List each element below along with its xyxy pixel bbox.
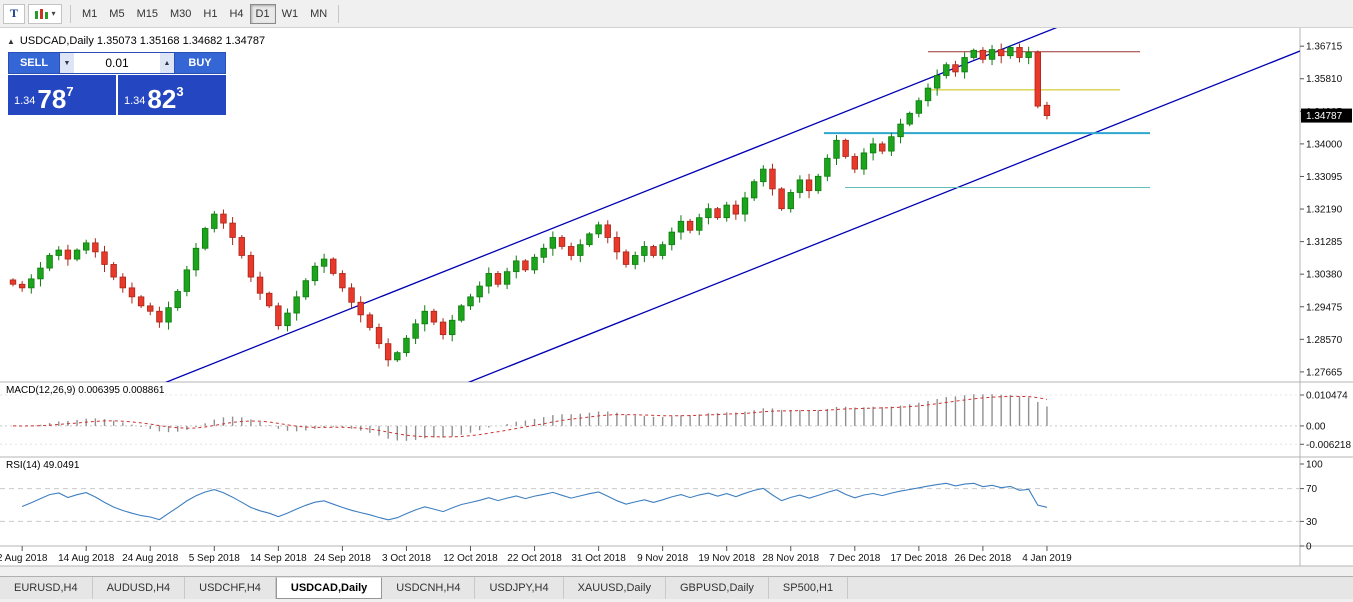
svg-text:1.36715: 1.36715 [1306,42,1343,53]
mini-bars-icon [35,9,49,19]
tab-sp500-h1[interactable]: SP500,H1 [769,577,849,599]
svg-text:28 Nov 2018: 28 Nov 2018 [762,553,819,564]
tab-usdjpy-h4[interactable]: USDJPY,H4 [475,577,564,599]
macd-label: MACD(12,26,9) 0.006395 0.008861 [6,385,165,396]
timeframe-d1[interactable]: D1 [249,3,276,24]
svg-text:0.010474: 0.010474 [1306,390,1348,401]
svg-text:70: 70 [1306,484,1318,495]
svg-text:1.28570: 1.28570 [1306,335,1343,346]
macd-layer [12,394,1048,441]
svg-text:1.34000: 1.34000 [1306,139,1343,150]
tab-audusd-h4[interactable]: AUDUSD,H4 [93,577,186,599]
svg-text:1.27665: 1.27665 [1306,367,1343,378]
svg-text:17 Dec 2018: 17 Dec 2018 [890,553,947,564]
tab-usdchf-h4[interactable]: USDCHF,H4 [185,577,276,599]
timeframe-w1[interactable]: W1 [281,7,299,20]
svg-text:1.32190: 1.32190 [1306,205,1343,216]
svg-text:30: 30 [1306,517,1318,528]
svg-text:100: 100 [1306,460,1323,471]
svg-text:9 Nov 2018: 9 Nov 2018 [637,553,689,564]
sell-price-display[interactable]: 1.34 78 7 [8,75,116,115]
svg-text:5 Sep 2018: 5 Sep 2018 [189,553,241,564]
svg-text:24 Sep 2018: 24 Sep 2018 [314,553,371,564]
svg-text:3 Oct 2018: 3 Oct 2018 [382,553,431,564]
buy-button[interactable]: BUY [174,52,226,74]
sell-price-point: 7 [66,84,74,99]
sell-button[interactable]: SELL [8,52,60,74]
svg-text:0.00: 0.00 [1306,421,1326,432]
current-price-box [1301,108,1352,123]
chart-background [0,28,1353,566]
svg-text:1.29475: 1.29475 [1306,302,1343,313]
svg-text:19 Nov 2018: 19 Nov 2018 [698,553,755,564]
svg-text:1.33095: 1.33095 [1306,172,1343,183]
svg-text:1.30380: 1.30380 [1306,270,1343,281]
svg-text:4 Jan 2019: 4 Jan 2019 [1022,553,1072,564]
svg-text:1.35810: 1.35810 [1306,74,1343,85]
one-click-toggle-icon[interactable]: ▲ [7,36,15,46]
timeframe-m1[interactable]: M1 [82,7,98,20]
svg-text:26 Dec 2018: 26 Dec 2018 [955,553,1012,564]
svg-text:2 Aug 2018: 2 Aug 2018 [0,553,48,564]
rsi-layer [21,482,1048,521]
svg-text:1.31285: 1.31285 [1306,237,1343,248]
svg-text:1.34787: 1.34787 [1306,111,1343,122]
tab-xauusd-daily[interactable]: XAUUSD,Daily [564,577,666,599]
timeframe-h4[interactable]: H4 [229,7,244,20]
sell-price-pips: 78 [37,84,67,114]
rsi-label: RSI(14) 49.0491 [6,460,80,471]
volume-decrease-icon[interactable]: ▼ [60,53,74,73]
app-icon: T [3,3,25,24]
buy-price-display[interactable]: 1.34 82 3 [118,75,226,115]
tab-gbpusd-daily[interactable]: GBPUSD,Daily [666,577,769,599]
volume-input[interactable] [74,53,160,73]
chart-title: USDCAD,Daily 1.35073 1.35168 1.34682 1.3… [19,35,266,47]
timeframe-m15[interactable]: M15 [136,7,158,20]
toolbar: T ▾ M1 M5 M15 M30 H1 H4 D1 W1 MN [0,0,1353,28]
dropdown-caret-icon: ▾ [51,9,56,18]
timeframe-m5[interactable]: M5 [109,7,125,20]
volume-increase-icon[interactable]: ▲ [160,53,174,73]
candles-layer [9,43,1051,367]
svg-text:12 Oct 2018: 12 Oct 2018 [443,553,498,564]
timeframe-h1[interactable]: H1 [203,7,218,20]
symbol-tabbar: EURUSD,H4 AUDUSD,H4 USDCHF,H4 USDCAD,Daily U… [0,576,1353,599]
timeframe-m30[interactable]: M30 [169,7,192,20]
svg-text:0: 0 [1306,542,1312,553]
trend-channel-layer [164,28,1300,382]
svg-text:14 Sep 2018: 14 Sep 2018 [250,553,307,564]
app-icon-letter: T [9,6,18,20]
tab-usdcad-daily[interactable]: USDCAD,Daily [275,577,383,599]
svg-text:-0.006218: -0.006218 [1306,440,1351,451]
one-click-order-row: SELL ▼ ▲ BUY [8,52,226,74]
volume-control: ▼ ▲ [60,52,174,74]
chart-periods-button[interactable]: ▾ [28,3,62,24]
svg-text:7 Dec 2018: 7 Dec 2018 [829,553,881,564]
timeframe-toolbar: M1 M5 M15 M30 H1 H4 D1 W1 MN [76,3,344,24]
timeframe-mn[interactable]: MN [310,7,328,20]
tab-eurusd-h4[interactable]: EURUSD,H4 [0,577,93,599]
toolbar-separator [338,4,340,23]
one-click-price-row: 1.34 78 7 1.34 82 3 [8,75,226,115]
chart-title-bar: ▲ USDCAD,Daily 1.35073 1.35168 1.34682 1… [7,35,265,47]
svg-text:22 Oct 2018: 22 Oct 2018 [507,553,562,564]
sell-price-prefix: 1.34 [14,95,36,107]
tab-usdcnh-h4[interactable]: USDCNH,H4 [382,577,476,599]
svg-text:14 Aug 2018: 14 Aug 2018 [58,553,115,564]
buy-price-point: 3 [176,84,184,99]
toolbar-separator [70,4,71,23]
svg-text:24 Aug 2018: 24 Aug 2018 [122,553,179,564]
buy-price-pips: 82 [147,84,177,114]
svg-text:31 Oct 2018: 31 Oct 2018 [571,553,626,564]
one-click-trading-panel: SELL ▼ ▲ BUY 1.34 78 7 1.34 82 3 [8,52,226,115]
buy-price-prefix: 1.34 [124,95,146,107]
